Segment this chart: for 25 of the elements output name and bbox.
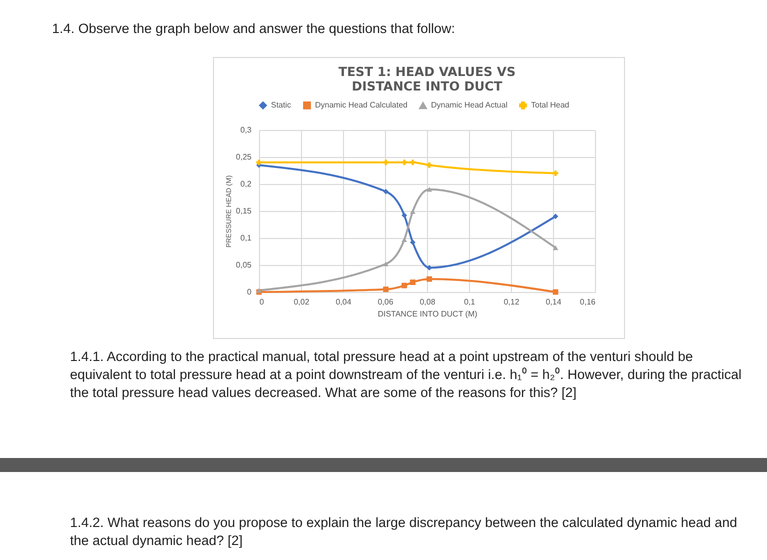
- x-tick-label: 0,14: [546, 298, 562, 306]
- y-tick-label: 0,2: [240, 180, 252, 188]
- y-tick-label: 0,1: [240, 234, 252, 242]
- legend-label: Dynamic Head Calculated: [315, 100, 408, 110]
- x-tick-label: 0,06: [378, 298, 394, 306]
- x-tick-label: 0,04: [336, 298, 352, 306]
- y-tick-label: 0,3: [240, 126, 252, 134]
- chart-title: TEST 1: HEAD VALUES VS DISTANCE INTO DUCT: [338, 64, 516, 94]
- x-tick-label: 0: [260, 298, 264, 306]
- y-tick-label: 0: [247, 288, 252, 296]
- x-tick-label: 0,02: [294, 298, 310, 306]
- x-axis-title: DISTANCE INTO DUCT (M): [378, 310, 478, 318]
- x-tick-label: 0,12: [504, 298, 520, 306]
- legend-label: Total Head: [531, 100, 570, 110]
- y-tick-label: 0,05: [236, 260, 252, 270]
- legend-label: Static: [271, 100, 292, 110]
- text: 1.4.2. What reasons do you propose to explain the large discrepancy between the calculated dynamic head and the actual dynamic head? [2]: [70, 514, 738, 550]
- x-tick-label: 0,1: [464, 298, 476, 306]
- x-tick-label: 0,16: [580, 298, 596, 306]
- y-tick-label: 0,15: [236, 206, 252, 216]
- x-tick-label: 0,08: [420, 298, 436, 306]
- text: 1.4.1. According to the practical manual, total pressure head at a point upstream of the venturi should be equivalent to total pressure head at a point downstream of the venturi i.e. h₁⁰ = h₂⁰. However, during the practical the total pressure head values decreased. What are some of the reasons for this? [2]: [70, 348, 743, 402]
- y-tick-label: 0,25: [236, 152, 252, 162]
- text: 1.4. Observe the graph below and answer the questions that follow:: [52, 20, 456, 38]
- legend-label: Dynamic Head Actual: [431, 100, 508, 110]
